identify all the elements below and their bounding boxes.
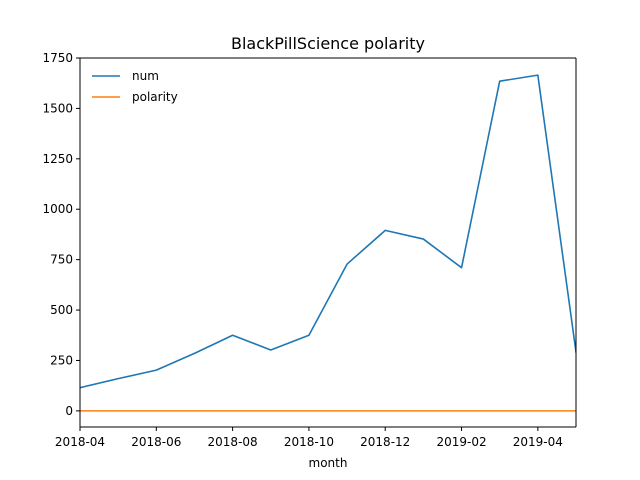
y-tick-label: 500: [50, 303, 73, 317]
x-axis-ticks: 2018-04 2018-06 2018-08 2018-10 2018-12 2019-…: [55, 427, 563, 449]
legend: num polarity: [92, 69, 178, 104]
y-tick-label: 1500: [42, 101, 73, 115]
axes-frame: [79, 57, 577, 428]
y-tick-label: 1250: [42, 152, 73, 166]
y-tick-label: 250: [50, 353, 73, 367]
x-tick-label: 2019-04: [513, 435, 563, 449]
x-axis-label: month: [309, 456, 348, 470]
plot-area: [80, 58, 576, 427]
y-tick-label: 0: [65, 404, 73, 418]
x-tick-label: 2019-02: [436, 435, 486, 449]
x-tick-label: 2018-10: [284, 435, 334, 449]
y-axis-ticks: 0 250 500 750 1000 1250 1500 1750: [42, 51, 80, 418]
y-tick-label: 1000: [42, 202, 73, 216]
x-tick-label: 2018-08: [208, 435, 258, 449]
x-tick-label: 2018-06: [131, 435, 181, 449]
legend-label-polarity: polarity: [132, 90, 178, 104]
x-tick-label: 2018-12: [360, 435, 410, 449]
legend-label-num: num: [132, 69, 159, 83]
x-tick-label: 2018-04: [55, 435, 105, 449]
series-line-num: [80, 74, 576, 389]
y-tick-label: 750: [50, 253, 73, 267]
y-tick-label: 1750: [42, 51, 73, 65]
chart-title: BlackPillScience polarity: [231, 34, 425, 53]
series-layer: [80, 74, 576, 412]
